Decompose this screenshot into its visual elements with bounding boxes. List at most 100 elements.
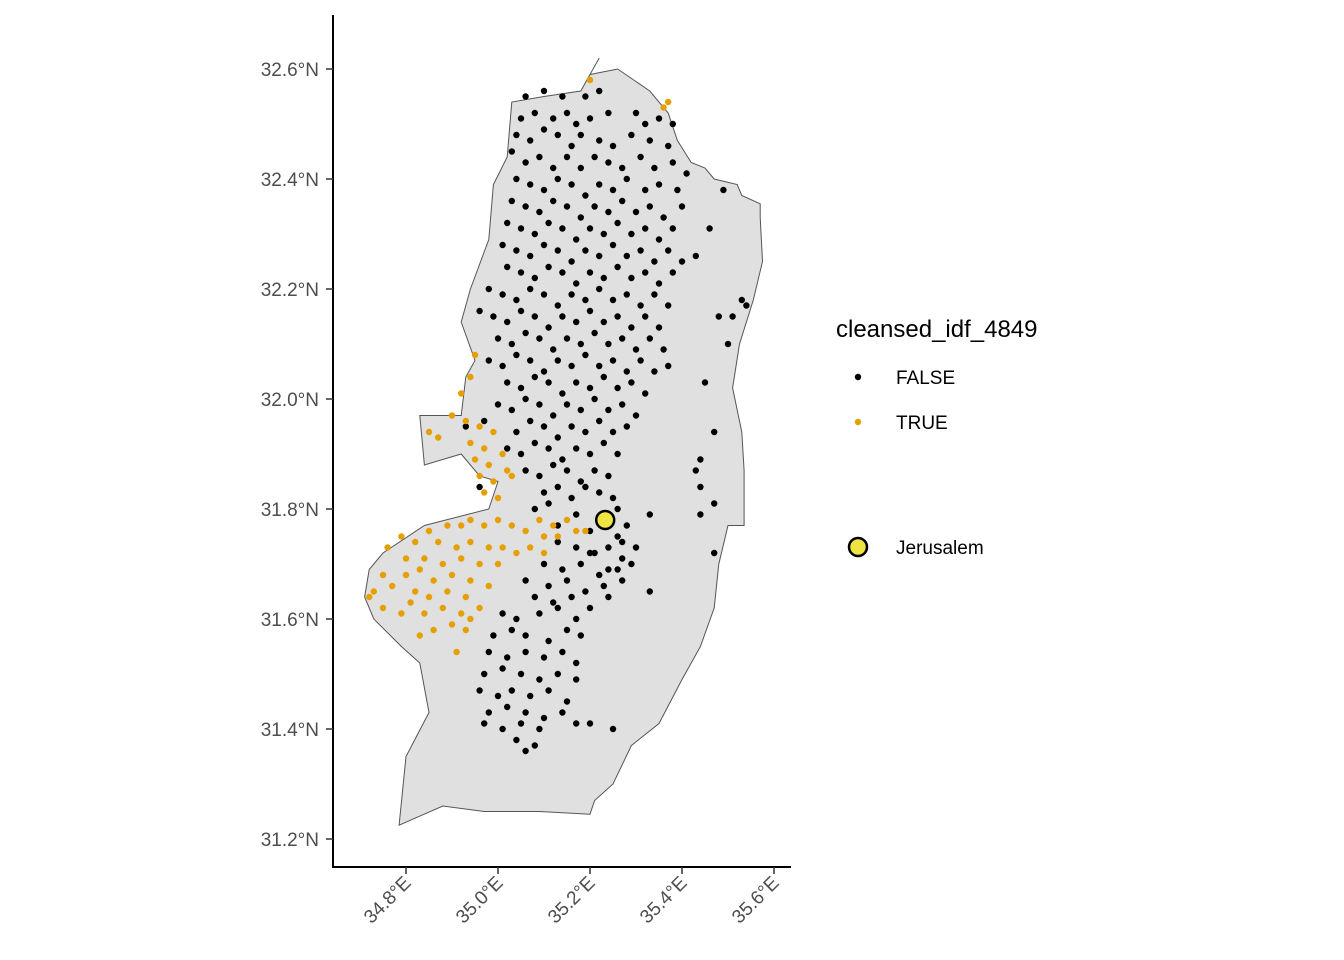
data-point-true — [430, 577, 437, 584]
data-point-false — [499, 725, 506, 733]
data-point-true — [458, 390, 465, 397]
x-tick-label: 35.4°E — [636, 873, 691, 928]
data-point-false — [605, 340, 612, 348]
data-point-false — [628, 274, 635, 282]
data-point-true — [476, 604, 483, 612]
x-tick-label: 35.0°E — [452, 873, 507, 928]
data-point-true — [462, 593, 469, 601]
data-point-false — [550, 115, 557, 122]
data-point-false — [614, 384, 621, 392]
legend-title: cleansed_idf_4849 — [836, 316, 1038, 343]
data-point-false — [527, 692, 534, 700]
data-point-false — [508, 687, 515, 694]
data-point-false — [642, 186, 649, 194]
data-point-false — [527, 181, 534, 188]
data-point-true — [435, 538, 442, 546]
data-point-false — [738, 296, 745, 304]
data-point-false — [619, 197, 626, 205]
data-point-false — [591, 467, 598, 474]
data-point-false — [623, 522, 630, 529]
data-point-false — [559, 225, 566, 232]
data-point-false — [504, 654, 511, 661]
data-point-false — [614, 505, 621, 513]
data-point-false — [596, 362, 603, 370]
data-point-false — [715, 313, 722, 320]
data-point-false — [540, 423, 548, 430]
data-point-false — [706, 225, 713, 232]
data-point-false — [692, 467, 699, 474]
data-point-false — [669, 159, 676, 166]
data-point-true — [499, 450, 506, 458]
region-layer — [364, 57, 764, 827]
data-point-false — [504, 703, 511, 711]
data-point-false — [559, 648, 566, 656]
data-point-false — [573, 236, 580, 243]
data-point-false — [536, 472, 543, 480]
data-point-false — [642, 313, 649, 320]
data-point-false — [522, 648, 529, 656]
data-point-false — [582, 296, 589, 304]
data-point-false — [517, 720, 525, 727]
data-point-false — [646, 137, 653, 144]
data-point-false — [605, 593, 612, 601]
data-point-false — [609, 428, 617, 436]
data-point-false — [550, 412, 557, 419]
data-point-false — [522, 467, 529, 474]
legend-key-true — [854, 418, 862, 426]
data-point-true — [508, 472, 515, 480]
data-point-false — [568, 362, 575, 370]
data-point-false — [614, 533, 621, 540]
data-point-false — [651, 368, 658, 375]
data-point-false — [522, 709, 529, 716]
data-point-false — [600, 439, 607, 447]
data-point-true — [550, 522, 557, 529]
data-point-false — [550, 461, 557, 469]
data-point-false — [554, 302, 561, 309]
data-point-false — [605, 159, 612, 166]
data-point-false — [573, 379, 580, 386]
data-point-false — [605, 109, 612, 117]
data-point-false — [600, 318, 607, 326]
region-polygon — [364, 57, 764, 827]
data-point-false — [628, 379, 635, 386]
data-point-false — [522, 159, 529, 166]
data-point-false — [577, 131, 584, 139]
data-point-false — [550, 164, 557, 172]
data-point-false — [545, 263, 552, 271]
data-point-false — [582, 351, 589, 359]
data-point-true — [444, 522, 451, 529]
data-point-false — [596, 181, 603, 188]
data-point-false — [522, 93, 529, 100]
data-point-false — [619, 335, 626, 342]
data-point-false — [559, 313, 566, 320]
data-point-false — [642, 120, 649, 128]
data-point-false — [628, 560, 635, 568]
data-point-false — [563, 698, 571, 705]
data-point-false — [568, 181, 575, 188]
data-point-false — [646, 335, 653, 342]
data-point-false — [651, 164, 658, 172]
data-point-false — [485, 648, 492, 656]
data-point-false — [540, 654, 548, 661]
data-point-false — [550, 346, 557, 353]
data-point-true — [563, 516, 571, 524]
data-point-false — [655, 280, 663, 287]
data-point-true — [476, 560, 483, 568]
data-point-false — [619, 555, 626, 562]
data-point-true — [458, 555, 465, 562]
data-point-false — [628, 324, 635, 331]
data-point-false — [586, 720, 594, 727]
data-point-true — [425, 593, 433, 601]
data-point-false — [508, 197, 515, 205]
data-point-false — [614, 219, 621, 227]
data-point-false — [729, 313, 736, 320]
data-point-false — [697, 483, 704, 491]
data-point-true — [481, 489, 488, 496]
x-tick-label: 34.8°E — [360, 873, 415, 928]
data-point-false — [577, 478, 584, 485]
data-point-true — [494, 516, 502, 524]
data-point-false — [591, 153, 598, 161]
data-point-true — [485, 461, 492, 469]
data-point-true — [481, 445, 488, 452]
data-point-true — [462, 626, 469, 634]
